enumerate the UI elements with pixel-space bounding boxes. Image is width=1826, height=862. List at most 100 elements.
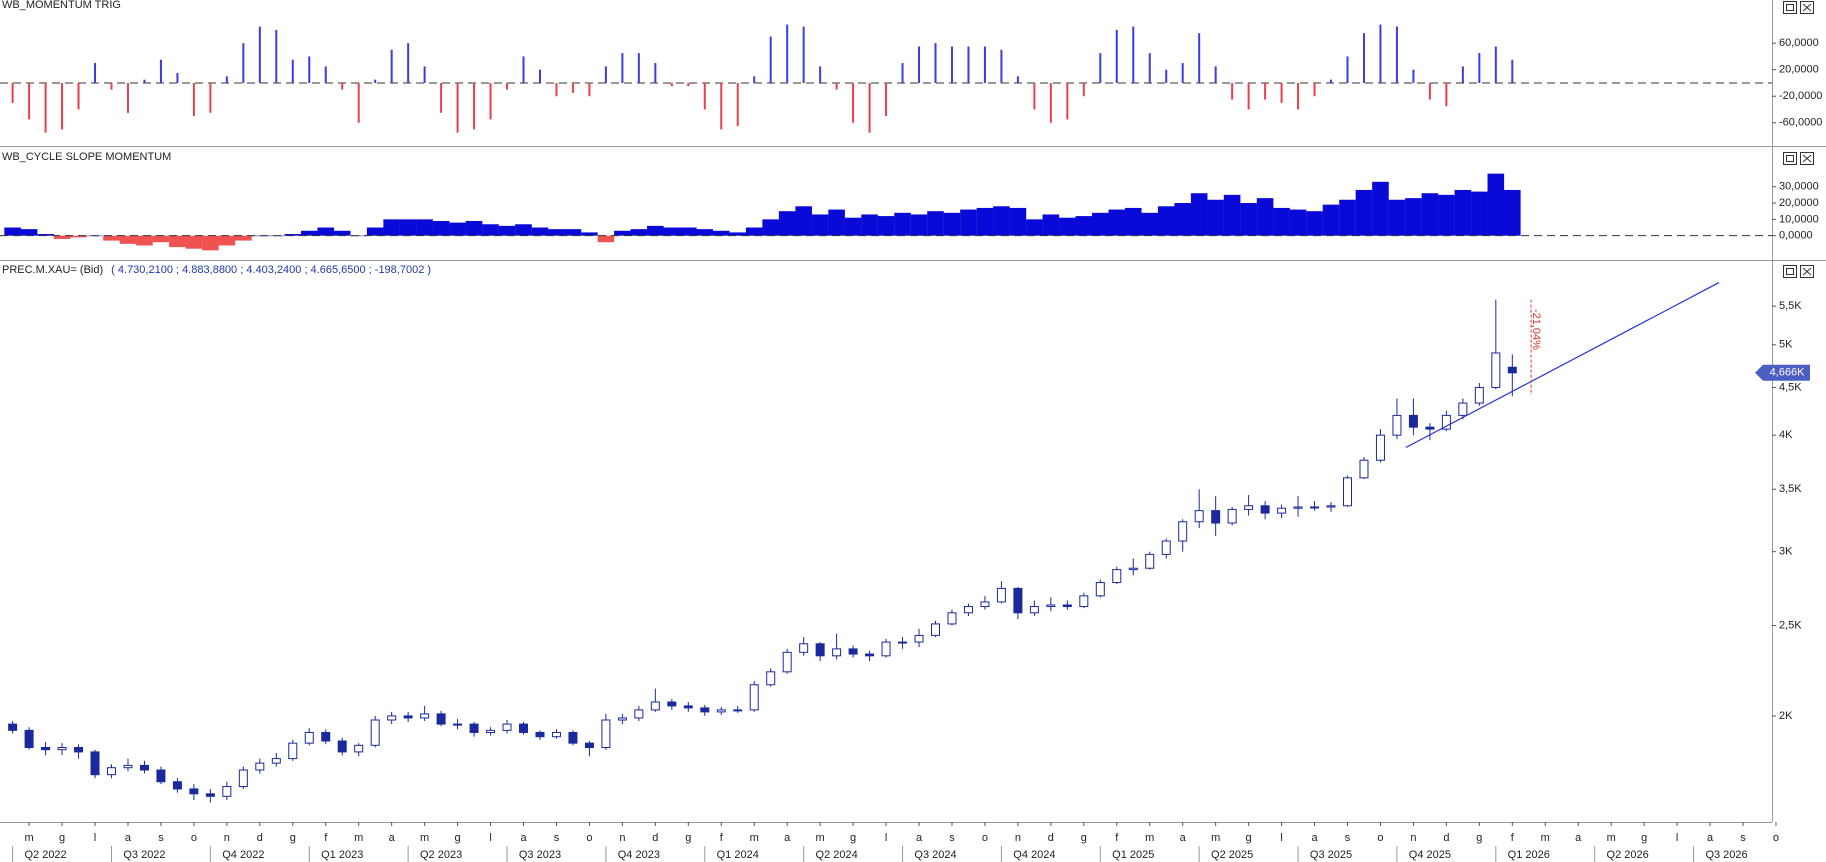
histogram-bar [1280,82,1283,103]
area-segment [119,235,137,244]
area-segment [333,230,351,236]
histogram-bar [819,66,822,83]
histogram-bar [291,59,294,83]
candle-body [1079,595,1089,608]
histogram-bar [258,26,261,83]
area-segment [235,235,252,241]
quarter-label: Q2 2022 [24,849,66,861]
candle-body [766,671,776,686]
histogram-bar [950,46,953,83]
candle-body [848,648,858,655]
x-tick-label: g [850,832,856,844]
quarter-label: Q4 2022 [222,849,264,861]
histogram-bar [588,82,591,97]
histogram-bar [918,46,921,83]
candle-body [436,713,446,725]
candle-body [1062,604,1072,608]
x-tick-label: g [1081,832,1087,844]
candle-body [1211,510,1221,524]
candle-body [255,762,265,771]
candle-body [535,731,545,738]
histogram-bar [1033,82,1036,110]
x-tick-label: o [1377,832,1383,844]
candle-body [667,701,677,707]
candle-body [304,731,314,744]
x-tick-label: s [158,832,164,844]
close-button[interactable] [1800,265,1814,278]
x-tick-label: n [1015,832,1021,844]
histogram-bar [654,63,657,83]
candle-body [321,731,331,742]
candle-body [222,786,232,797]
close-icon [1802,267,1812,276]
x-tick-label: g [1476,832,1482,844]
area-segment [1174,203,1191,236]
area-segment [745,227,763,236]
candle-body [601,719,611,749]
candle-body [996,587,1006,603]
histogram-bar [143,79,146,83]
histogram-bar [852,82,855,123]
maximize-button[interactable] [1783,1,1797,14]
histogram-bar [835,82,838,90]
area-segment [696,229,714,236]
area-segment [811,214,829,236]
x-tick-label: o [982,832,988,844]
area-segment [877,216,895,236]
candle-body [947,612,957,625]
area-segment [1092,212,1109,236]
x-tick-label: s [1740,832,1746,844]
area-segment [53,235,71,239]
candle-body [1013,587,1023,614]
histogram-bar [110,82,113,90]
quarter-label: Q1 2023 [321,849,363,861]
area-segment [976,207,994,236]
candle-body [914,634,924,643]
area-segment [515,224,532,236]
area-segment [1157,206,1175,236]
maximize-button[interactable] [1783,152,1797,165]
histogram-bar [1330,79,1333,83]
area-segment [498,225,516,236]
histogram-bar [44,82,47,133]
candle-body [420,713,430,719]
histogram-bar [720,82,723,130]
drawdown-label: -21,04% [1530,309,1542,350]
histogram-bar [1049,82,1052,123]
quarter-label: Q4 2025 [1409,849,1451,861]
x-tick-label: m [354,832,363,844]
area-segment [1306,211,1323,236]
histogram-bar [604,66,607,83]
candle-body [782,651,792,673]
histogram-bar [571,82,574,93]
area-segment [647,225,664,236]
candle-body [733,709,743,712]
area-segment [1388,199,1406,236]
candle-body [980,601,990,608]
histogram-bar [1082,82,1085,97]
candle-body [1260,505,1270,514]
x-tick-label: m [25,832,34,844]
area-segment [1471,191,1488,236]
maximize-button[interactable] [1783,265,1797,278]
area-segment [663,227,681,236]
candle-body [74,747,84,753]
y-tick-label: 3K [1779,546,1793,558]
x-tick-label: m [420,832,429,844]
area-segment [531,227,549,236]
histogram-bar [522,56,525,83]
x-tick-label: n [1410,832,1416,844]
candle-body [1491,352,1501,388]
histogram-bar [885,82,888,117]
histogram-bar [621,53,624,83]
candle-body [1310,506,1320,509]
close-button[interactable] [1800,152,1814,165]
x-tick-label: o [586,832,592,844]
histogram-bar [983,46,986,83]
candle-body [1392,414,1402,436]
x-tick-label: m [750,832,759,844]
x-tick-label: f [1115,832,1119,844]
candle-body [568,731,578,744]
close-button[interactable] [1800,1,1814,14]
